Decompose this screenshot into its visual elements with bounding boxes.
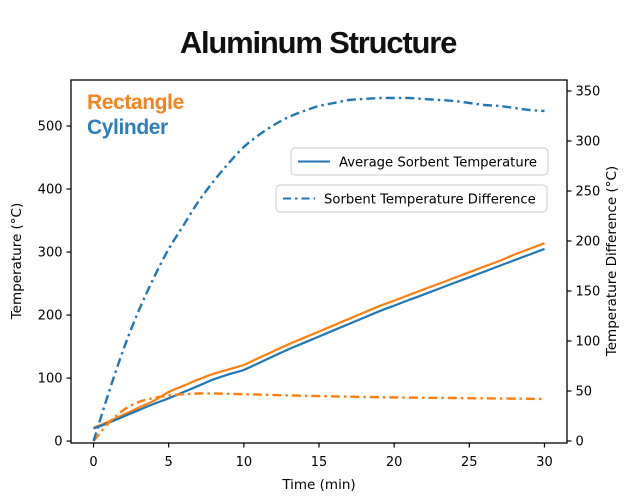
left-y-tick-label: 200 [38,309,63,324]
left-y-tick-label: 0 [54,435,62,450]
x-tick-label: 0 [89,455,97,470]
rectangle-temperature-difference-line [92,392,545,442]
x-tick-label: 30 [536,455,553,470]
right-y-tick-label: 250 [576,185,601,200]
right-y-tick-label: 200 [576,235,601,250]
x-axis-ticks: 0 5 10 15 20 25 30 [89,443,553,470]
annotation-rectangle: Rectangle [87,91,184,114]
right-y-axis-ticks: 0 50 100 150 200 250 300 350 [567,85,600,450]
left-y-tick-label: 500 [38,120,63,135]
right-y-tick-label: 50 [576,385,593,400]
right-y-tick-label: 0 [576,435,584,450]
x-tick-label: 20 [386,455,403,470]
x-tick-label: 5 [165,455,173,470]
left-y-tick-label: 300 [38,246,63,261]
x-tick-label: 10 [236,455,253,470]
left-y-axis-label: Temperature (°C) [9,203,25,321]
legend-label: Sorbent Temperature Difference [324,193,536,208]
right-y-axis-label: Temperature Difference (°C) [604,166,620,357]
right-y-tick-label: 150 [576,285,601,300]
legend-label: Average Sorbent Temperature [339,156,537,171]
legend-frame [290,147,549,176]
left-y-tick-label: 100 [38,372,63,387]
right-y-tick-label: 350 [576,85,601,100]
legend-average-sorbent-temperature: Average Sorbent Temperature [290,147,549,176]
annotation-cylinder: Cylinder [87,116,168,139]
x-tick-label: 25 [461,455,478,470]
right-y-tick-label: 100 [576,335,601,350]
left-y-axis-ticks: 0 100 200 300 400 500 [38,120,71,450]
left-y-tick-label: 400 [38,183,63,198]
cylinder-temperature-difference-line [92,96,545,442]
legend-frame [275,184,548,213]
right-y-tick-label: 300 [576,135,601,150]
x-tick-label: 15 [311,455,328,470]
rectangle-average-temperature-line [93,242,545,429]
x-axis-label: Time (min) [281,477,355,493]
cylinder-average-temperature-line [93,247,545,430]
chart-title: Aluminum Structure [180,25,457,60]
series-lines [92,96,545,442]
legend-sorbent-temperature-difference: Sorbent Temperature Difference [275,184,548,213]
